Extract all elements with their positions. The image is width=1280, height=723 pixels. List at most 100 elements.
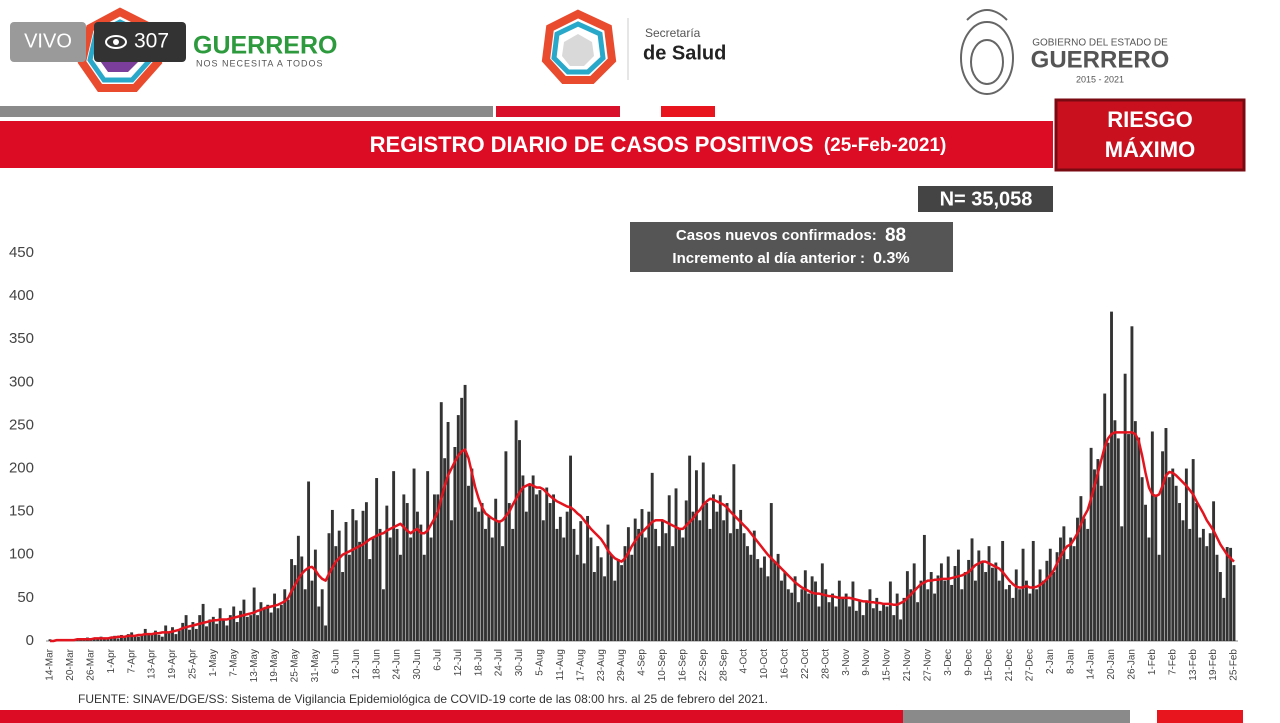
bar bbox=[933, 593, 937, 641]
bar bbox=[977, 550, 981, 641]
bar bbox=[1171, 468, 1175, 641]
bar bbox=[1011, 597, 1015, 641]
bar bbox=[565, 511, 569, 641]
bar bbox=[518, 440, 521, 641]
bar bbox=[657, 546, 661, 641]
bar bbox=[269, 612, 273, 641]
bar bbox=[1021, 548, 1025, 641]
bar bbox=[378, 528, 382, 641]
x-tick-label: 24-Jul bbox=[494, 649, 505, 676]
bar bbox=[1154, 494, 1158, 641]
guerrero-title: GUERRERO bbox=[193, 32, 337, 60]
bar bbox=[330, 509, 334, 641]
bar bbox=[327, 533, 331, 641]
bar bbox=[865, 602, 868, 641]
x-tick-label: 27-Nov bbox=[922, 649, 933, 681]
title-text: REGISTRO DIARIO DE CASOS POSITIVOS bbox=[370, 132, 814, 157]
bar bbox=[133, 635, 137, 641]
x-tick-label: 21-Dec bbox=[1004, 649, 1015, 681]
plot: 0 50 100 150 200 250 300 350 400 450 14-Mar 20-Mar 2… bbox=[9, 244, 1240, 682]
bar bbox=[922, 534, 926, 641]
bar bbox=[868, 589, 872, 641]
bar bbox=[848, 606, 851, 641]
bar bbox=[392, 471, 396, 641]
bar bbox=[820, 563, 824, 641]
bar bbox=[712, 494, 715, 641]
bar bbox=[320, 589, 324, 641]
x-tick-label: 23-Aug bbox=[596, 649, 607, 681]
bar bbox=[667, 495, 671, 641]
y-tick-label: 350 bbox=[9, 330, 34, 347]
x-tick-label: 16-Oct bbox=[780, 649, 791, 679]
bar bbox=[899, 619, 903, 641]
bar bbox=[1215, 554, 1219, 641]
bar bbox=[126, 634, 130, 641]
bar bbox=[385, 505, 389, 641]
bar bbox=[545, 487, 549, 641]
bar bbox=[371, 537, 375, 641]
bar bbox=[344, 522, 348, 641]
bar bbox=[555, 528, 559, 641]
bar bbox=[837, 580, 841, 641]
bar bbox=[814, 581, 817, 641]
bar bbox=[1018, 589, 1022, 641]
x-tick-label: 12-Jun bbox=[351, 649, 362, 680]
bar bbox=[929, 572, 933, 641]
bar bbox=[603, 576, 607, 641]
risk-box bbox=[1054, 98, 1246, 172]
bar bbox=[596, 546, 600, 641]
x-tick-label: 7-May bbox=[228, 649, 239, 677]
bar bbox=[222, 620, 225, 641]
bar bbox=[242, 599, 246, 641]
bar bbox=[766, 576, 770, 641]
x-tick-label: 22-Sep bbox=[698, 649, 709, 682]
x-tick-label: 16-Sep bbox=[677, 649, 688, 682]
x-tick-label: 1-Apr bbox=[106, 648, 117, 673]
bar bbox=[1181, 520, 1185, 641]
bar bbox=[973, 580, 977, 641]
bar bbox=[109, 636, 113, 641]
bar bbox=[786, 589, 790, 641]
bar bbox=[1099, 485, 1103, 641]
bar bbox=[303, 589, 307, 641]
bar bbox=[1113, 420, 1117, 641]
bar bbox=[722, 520, 726, 641]
footer-red bbox=[1157, 710, 1243, 723]
bar bbox=[1093, 469, 1096, 641]
x-tick-label: 19-May bbox=[269, 649, 280, 682]
bar bbox=[446, 421, 450, 641]
x-tick-label: 25-Apr bbox=[188, 648, 199, 679]
bar bbox=[1130, 326, 1134, 641]
title-date: (25-Feb-2021) bbox=[824, 135, 947, 156]
bar bbox=[851, 581, 855, 641]
bar bbox=[239, 610, 242, 641]
bar bbox=[1167, 477, 1171, 641]
bar bbox=[416, 511, 419, 641]
x-tick-label: 28-Sep bbox=[718, 649, 729, 682]
bar bbox=[1164, 428, 1168, 641]
bar bbox=[1001, 540, 1005, 641]
total-text: N= 35,058 bbox=[940, 188, 1033, 210]
x-tick-label: 27-Dec bbox=[1025, 649, 1036, 681]
bar bbox=[739, 509, 743, 641]
bar bbox=[1140, 477, 1144, 641]
bar bbox=[926, 589, 930, 641]
bar bbox=[776, 553, 780, 641]
bar bbox=[341, 572, 345, 641]
bar bbox=[1208, 533, 1212, 641]
bar bbox=[228, 615, 232, 641]
bar bbox=[905, 571, 909, 641]
x-tick-label: 13-Apr bbox=[147, 648, 158, 679]
bar bbox=[616, 559, 620, 641]
bar bbox=[147, 634, 151, 641]
bar bbox=[660, 520, 664, 641]
y-tick-label: 250 bbox=[9, 416, 34, 433]
bar bbox=[650, 472, 654, 641]
x-tick-label: 28-Oct bbox=[820, 649, 831, 679]
bar bbox=[875, 597, 879, 641]
bar bbox=[698, 520, 702, 641]
bar bbox=[388, 537, 392, 641]
bar bbox=[296, 535, 300, 641]
x-tick-label: 20-Mar bbox=[65, 648, 76, 680]
bar bbox=[211, 616, 215, 641]
